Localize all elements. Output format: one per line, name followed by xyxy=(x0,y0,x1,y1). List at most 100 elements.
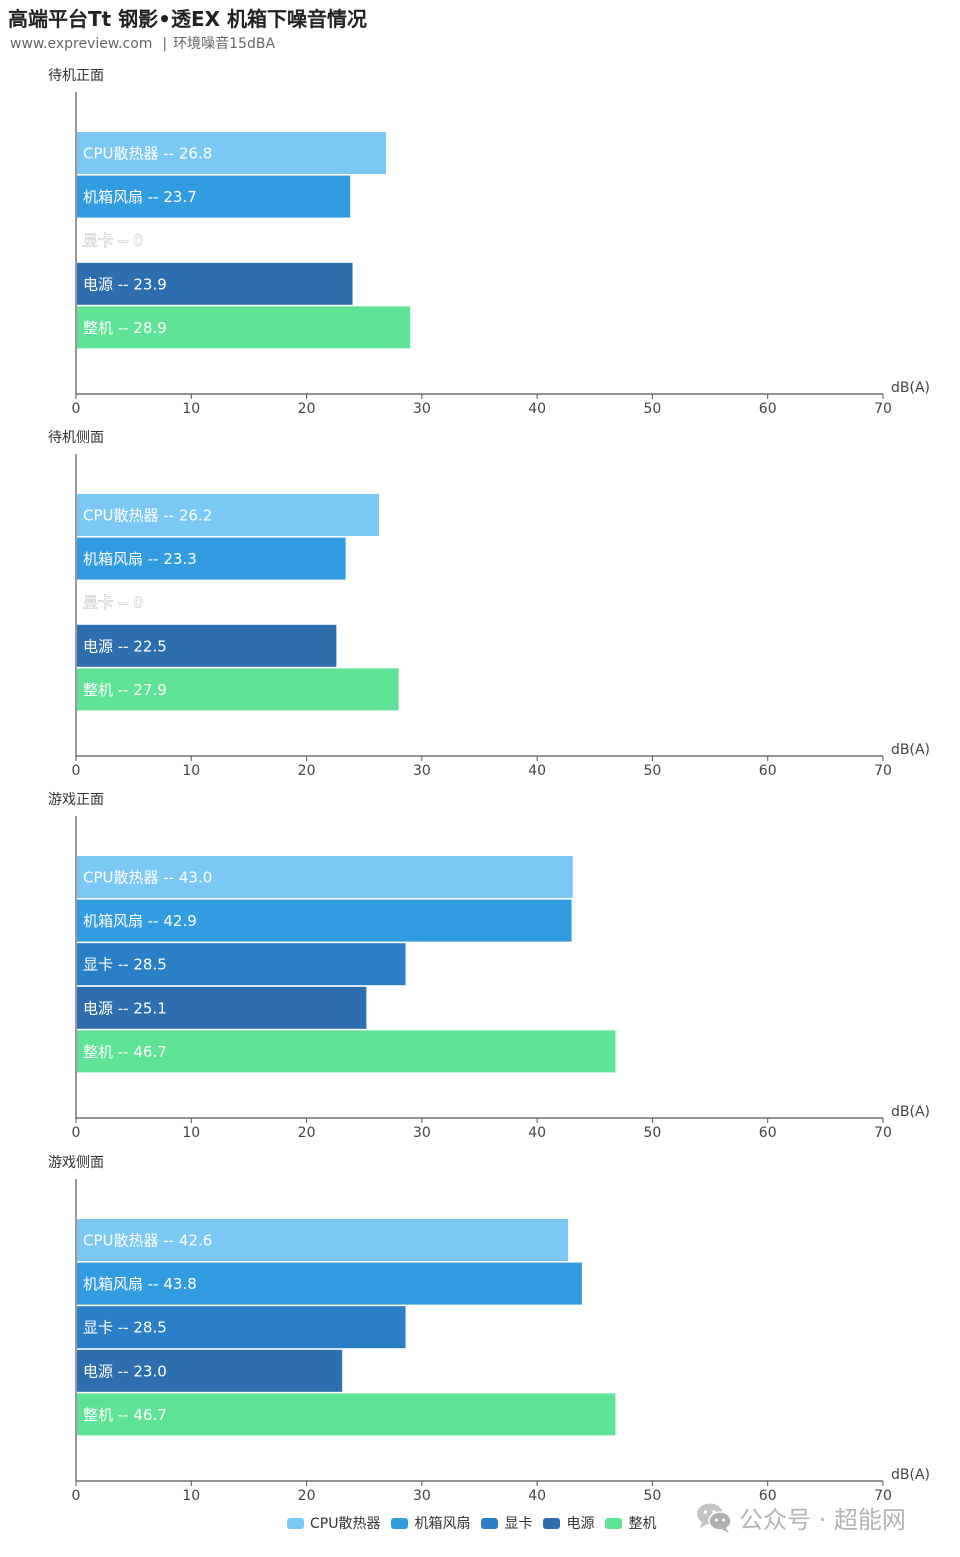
x-tick-label: 20 xyxy=(298,763,316,779)
bar-system xyxy=(77,306,411,349)
legend-swatch xyxy=(543,1517,561,1529)
bar-label-case-fan: 机箱风扇 -- 23.3 xyxy=(83,550,197,568)
x-tick-label: 40 xyxy=(528,1488,546,1504)
legend-item-gpu[interactable]: 显卡 xyxy=(481,1513,532,1533)
x-tick-label: 30 xyxy=(413,1125,431,1141)
bar-case-fan xyxy=(77,1262,582,1305)
x-tick-label: 10 xyxy=(182,1125,200,1141)
bar-label-gpu: 显卡 -- 28.5 xyxy=(83,956,167,974)
x-tick-label: 20 xyxy=(298,401,316,417)
legend: CPU散热器 机箱风扇 显卡 电源 整机 xyxy=(287,1513,667,1533)
x-tick-label: 10 xyxy=(182,401,200,417)
x-tick-label: 60 xyxy=(759,1488,777,1504)
subtitle: www.expreview.com | 环境噪音15dBA xyxy=(10,33,275,53)
legend-label: 机箱风扇 xyxy=(414,1516,471,1532)
x-axis-unit-label: dB(A) xyxy=(891,1467,930,1483)
x-axis-unit-label: dB(A) xyxy=(891,742,930,758)
bar-cpu-cooler xyxy=(77,132,386,174)
bar-label-cpu-cooler: CPU散热器 -- 42.6 xyxy=(83,1232,212,1250)
watermark: 公众号 · 超能网 xyxy=(695,1500,906,1535)
legend-item-system[interactable]: 整机 xyxy=(605,1513,656,1533)
watermark-text: 公众号 · 超能网 xyxy=(739,1506,906,1534)
bar-cpu-cooler xyxy=(77,1219,569,1261)
bar-system xyxy=(77,668,399,711)
bar-label-psu: 电源 -- 22.5 xyxy=(83,637,167,655)
legend-label: 整机 xyxy=(628,1516,657,1532)
legend-swatch xyxy=(287,1517,304,1529)
panel-title: 待机侧面 xyxy=(48,430,104,446)
x-tick-label: 0 xyxy=(72,763,81,779)
legend-label: 显卡 xyxy=(504,1516,533,1532)
bar-label-gpu: 显卡 -- 0 xyxy=(83,232,143,250)
legend-item-cpu-cooler[interactable]: CPU散热器 xyxy=(287,1513,380,1533)
x-tick-label: 40 xyxy=(528,401,546,417)
bar-psu xyxy=(77,1349,343,1392)
bar-label-case-fan: 机箱风扇 -- 42.9 xyxy=(83,912,197,930)
bar-label-system: 整机 -- 46.7 xyxy=(83,1406,167,1424)
x-tick-label: 40 xyxy=(528,1125,546,1141)
bar-label-gpu: 显卡 -- 0 xyxy=(83,594,143,612)
legend-swatch xyxy=(481,1517,499,1529)
bar-label-cpu-cooler: CPU散热器 -- 43.0 xyxy=(83,869,212,887)
x-tick-label: 30 xyxy=(413,401,431,417)
legend-label: CPU散热器 xyxy=(310,1516,381,1532)
bar-psu xyxy=(77,624,337,667)
x-tick-label: 50 xyxy=(644,763,662,779)
bar-label-system: 整机 -- 27.9 xyxy=(83,681,167,699)
wechat-icon xyxy=(697,1503,732,1533)
bar-case-fan xyxy=(77,175,351,218)
page-title: 高端平台Tt 钢影•透EX 机箱下噪音情况 xyxy=(8,7,367,31)
x-tick-label: 70 xyxy=(874,1488,892,1504)
panel-title: 待机正面 xyxy=(48,68,104,84)
panel-title: 游戏正面 xyxy=(48,792,104,808)
ambient-noise-note: 环境噪音15dBA xyxy=(173,36,276,52)
x-tick-label: 30 xyxy=(413,763,431,779)
x-tick-label: 60 xyxy=(759,763,777,779)
x-tick-label: 10 xyxy=(182,1488,200,1504)
x-tick-label: 70 xyxy=(874,763,892,779)
x-tick-label: 40 xyxy=(528,763,546,779)
bar-label-gpu: 显卡 -- 28.5 xyxy=(83,1319,167,1337)
legend-swatch xyxy=(391,1517,409,1529)
legend-item-psu[interactable]: 电源 xyxy=(543,1513,594,1533)
bar-label-case-fan: 机箱风扇 -- 43.8 xyxy=(83,1275,197,1293)
legend-swatch xyxy=(605,1517,623,1529)
bar-label-psu: 电源 -- 25.1 xyxy=(83,999,167,1017)
x-tick-label: 70 xyxy=(874,401,892,417)
bar-cpu-cooler xyxy=(77,856,573,898)
bar-system xyxy=(77,1030,616,1073)
bar-label-case-fan: 机箱风扇 -- 23.7 xyxy=(83,188,197,206)
x-tick-label: 70 xyxy=(874,1125,892,1141)
x-tick-label: 20 xyxy=(298,1125,316,1141)
bar-gpu xyxy=(77,1306,406,1349)
source-text: www.expreview.com xyxy=(10,36,153,52)
x-tick-label: 60 xyxy=(759,1125,777,1141)
x-tick-label: 50 xyxy=(644,1488,662,1504)
bar-label-system: 整机 -- 28.9 xyxy=(83,319,167,337)
x-tick-label: 60 xyxy=(759,401,777,417)
panel-title: 游戏侧面 xyxy=(48,1155,104,1171)
legend-item-case-fan[interactable]: 机箱风扇 xyxy=(391,1513,470,1533)
bar-label-cpu-cooler: CPU散热器 -- 26.8 xyxy=(83,145,212,163)
bar-label-psu: 电源 -- 23.9 xyxy=(83,275,167,293)
bar-cpu-cooler xyxy=(77,494,380,536)
x-tick-label: 30 xyxy=(413,1488,431,1504)
x-tick-label: 10 xyxy=(182,763,200,779)
x-tick-label: 50 xyxy=(644,401,662,417)
legend-label: 电源 xyxy=(566,1516,595,1532)
x-tick-label: 0 xyxy=(72,1125,81,1141)
bar-psu xyxy=(77,262,353,305)
bar-case-fan xyxy=(77,899,572,942)
bar-label-cpu-cooler: CPU散热器 -- 26.2 xyxy=(83,507,212,525)
bar-system xyxy=(77,1393,616,1436)
x-tick-label: 50 xyxy=(644,1125,662,1141)
bar-psu xyxy=(77,986,367,1029)
x-tick-label: 20 xyxy=(298,1488,316,1504)
x-tick-label: 0 xyxy=(72,1488,81,1504)
x-axis-unit-label: dB(A) xyxy=(891,1104,930,1120)
bar-gpu xyxy=(77,943,406,986)
x-tick-label: 0 xyxy=(72,401,81,417)
x-axis-unit-label: dB(A) xyxy=(891,380,930,396)
bar-label-psu: 电源 -- 23.0 xyxy=(83,1362,167,1380)
